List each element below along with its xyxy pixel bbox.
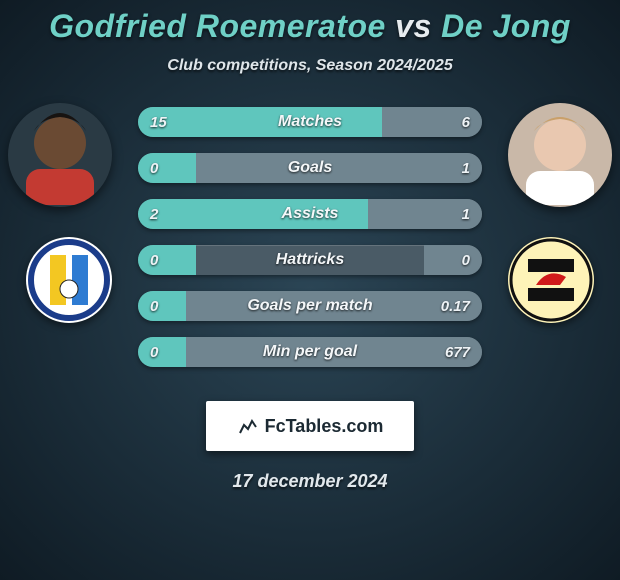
player2-club-logo: [508, 237, 594, 323]
player1-club-logo: [26, 237, 112, 323]
player1-face-icon: [8, 103, 112, 205]
stat-row-min-per-goal: 0677Min per goal: [138, 337, 482, 367]
player1-avatar: [8, 103, 112, 207]
fctables-logo-icon: [237, 415, 259, 437]
stat-bars: 156Matches 01Goals 21Assists 00Hattricks 00.…: [138, 107, 482, 383]
stat-row-goals: 01Goals: [138, 153, 482, 183]
stat-row-matches: 156Matches: [138, 107, 482, 137]
player2-avatar: [508, 103, 612, 207]
stat-row-goals-per-match: 00.17Goals per match: [138, 291, 482, 321]
stat-label: Matches: [138, 107, 482, 137]
title-vs: vs: [395, 8, 432, 44]
comparison-stage: 156Matches 01Goals 21Assists 00Hattricks 00.…: [0, 103, 620, 383]
stat-label: Assists: [138, 199, 482, 229]
stat-label: Min per goal: [138, 337, 482, 367]
watermark-text: FcTables.com: [265, 416, 384, 437]
date-label: 17 december 2024: [0, 471, 620, 492]
stat-label: Hattricks: [138, 245, 482, 275]
stat-row-assists: 21Assists: [138, 199, 482, 229]
stat-label: Goals: [138, 153, 482, 183]
title-player1: Godfried Roemeratoe: [49, 8, 386, 44]
club-logo-left-icon: [26, 237, 112, 323]
title-player2: De Jong: [441, 8, 571, 44]
stat-row-hattricks: 00Hattricks: [138, 245, 482, 275]
stat-label: Goals per match: [138, 291, 482, 321]
watermark-badge: FcTables.com: [206, 401, 414, 451]
page-title: Godfried Roemeratoe vs De Jong: [0, 0, 620, 45]
club-logo-right-icon: [508, 237, 594, 323]
player2-face-icon: [508, 103, 612, 205]
subtitle: Club competitions, Season 2024/2025: [0, 57, 620, 75]
